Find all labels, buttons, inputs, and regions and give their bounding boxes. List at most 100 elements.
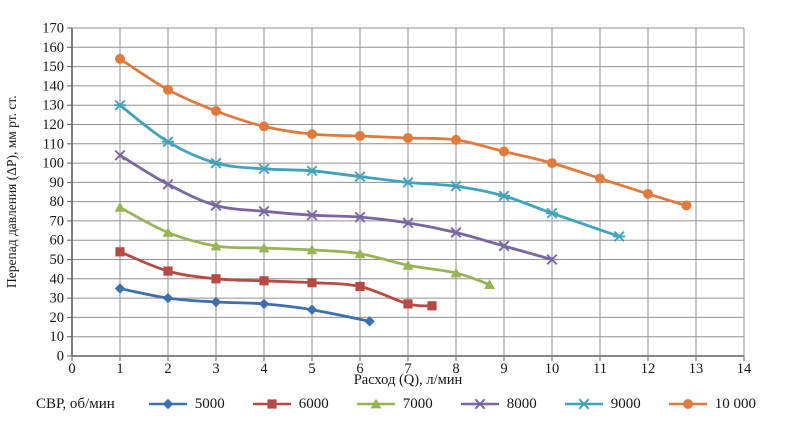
legend-swatch — [460, 398, 499, 410]
legend-title: СВР, об/мин — [35, 395, 115, 412]
data-point-marker — [354, 211, 366, 223]
data-point-marker — [370, 398, 382, 409]
legend-items: 5000 6000 7000 8000 9000 10 000 — [148, 396, 756, 413]
data-point-marker — [546, 254, 558, 265]
x-tick-label: 13 — [689, 361, 704, 377]
data-point-marker — [450, 180, 462, 192]
data-point-marker — [498, 190, 510, 202]
data-point-marker — [306, 209, 318, 221]
data-point-marker — [162, 178, 174, 190]
x-tick-label: 4 — [260, 361, 268, 377]
data-point-marker — [306, 304, 318, 315]
y-tick-label: 130 — [42, 98, 64, 114]
x-tick-label: 12 — [641, 361, 656, 377]
data-point-marker — [163, 266, 173, 276]
data-point-marker — [355, 281, 365, 292]
legend-item-8000: 8000 — [460, 396, 537, 413]
data-point-marker — [162, 292, 174, 304]
data-point-marker — [595, 173, 605, 184]
x-tick-label: 8 — [452, 361, 459, 377]
data-point-marker — [210, 296, 222, 308]
data-point-marker — [403, 133, 413, 143]
legend-item-label: 6000 — [298, 395, 329, 412]
data-point-marker — [364, 316, 375, 327]
data-point-marker — [114, 99, 126, 111]
tick-labels: 0 1 2 3 4 5 6 7 8 9 10 11 12 13 1401020304050607080901… — [42, 21, 752, 378]
legend-swatch — [356, 398, 395, 409]
data-point-marker — [427, 301, 437, 311]
data-point-marker — [355, 131, 365, 141]
y-tick-label: 170 — [42, 21, 64, 37]
data-point-marker — [547, 158, 557, 169]
data-point-marker — [354, 171, 366, 183]
x-axis-title: Расход (Q), л/мин — [353, 372, 463, 388]
y-tick-label: 150 — [42, 59, 64, 75]
data-point-marker — [114, 283, 126, 294]
y-tick-label: 10 — [50, 329, 65, 345]
data-point-marker — [259, 276, 269, 286]
series-line — [118, 57, 688, 207]
data-point-marker — [210, 157, 222, 169]
data-point-marker — [498, 240, 510, 252]
y-tick-label: 70 — [50, 213, 65, 229]
y-tick-label: 110 — [43, 136, 64, 152]
data-point-marker — [210, 240, 222, 251]
axes — [67, 27, 745, 361]
data-point-marker — [258, 242, 270, 253]
series-6000 — [115, 247, 437, 311]
data-point-marker — [211, 274, 221, 284]
series-5000 — [114, 283, 375, 327]
data-point-marker — [210, 200, 222, 211]
data-point-marker — [114, 202, 126, 212]
y-tick-label: 30 — [50, 291, 65, 307]
data-point-marker — [402, 217, 414, 229]
x-tick-label: 2 — [164, 361, 171, 377]
legend-item-9000: 9000 — [564, 396, 641, 413]
legend-swatch — [252, 399, 291, 409]
x-tick-label: 0 — [68, 361, 75, 377]
data-point-marker — [211, 106, 221, 116]
data-point-marker — [403, 299, 413, 309]
series-7000 — [114, 202, 495, 289]
data-point-marker — [307, 278, 317, 288]
data-point-marker — [499, 146, 509, 157]
data-point-marker — [258, 163, 270, 175]
legend-item-5000: 5000 — [148, 396, 225, 413]
legend-item-label: 9000 — [610, 395, 641, 412]
legend-item-label: 10 000 — [714, 395, 757, 412]
x-tick-label: 5 — [308, 361, 315, 377]
x-tick-label: 9 — [500, 361, 507, 377]
data-point-marker — [163, 84, 173, 95]
x-tick-label: 14 — [737, 361, 752, 377]
y-tick-label: 160 — [42, 40, 64, 56]
data-point-marker — [546, 207, 558, 219]
data-point-marker — [162, 227, 174, 237]
data-point-marker — [267, 399, 277, 409]
y-tick-label: 140 — [42, 78, 64, 94]
y-tick-label: 50 — [50, 252, 65, 268]
legend-swatch — [148, 398, 187, 410]
y-tick-label: 20 — [50, 310, 65, 326]
legend-swatch — [668, 399, 707, 409]
y-tick-label: 90 — [50, 175, 65, 191]
data-point-marker — [474, 398, 486, 410]
legend-item-7000: 7000 — [356, 396, 433, 413]
data-point-marker — [682, 399, 693, 409]
chart-legend: СВР, об/мин 5000 6000 7000 8000 9000 10 000 — [0, 392, 792, 416]
series-9000 — [114, 99, 626, 242]
x-tick-label: 6 — [356, 361, 363, 377]
data-point-marker — [307, 129, 317, 140]
data-point-marker — [258, 205, 270, 217]
y-tick-label: 120 — [42, 117, 64, 133]
data-point-marker — [402, 259, 414, 270]
data-point-marker — [162, 398, 173, 410]
legend-swatch — [564, 398, 603, 410]
x-tick-label: 3 — [212, 361, 219, 377]
x-tick-label: 7 — [404, 361, 411, 377]
x-tick-label: 10 — [545, 361, 560, 377]
data-point-marker — [577, 398, 590, 410]
x-tick-label: 11 — [593, 361, 607, 377]
legend-item-label: 7000 — [402, 395, 433, 412]
series-line — [118, 287, 371, 323]
